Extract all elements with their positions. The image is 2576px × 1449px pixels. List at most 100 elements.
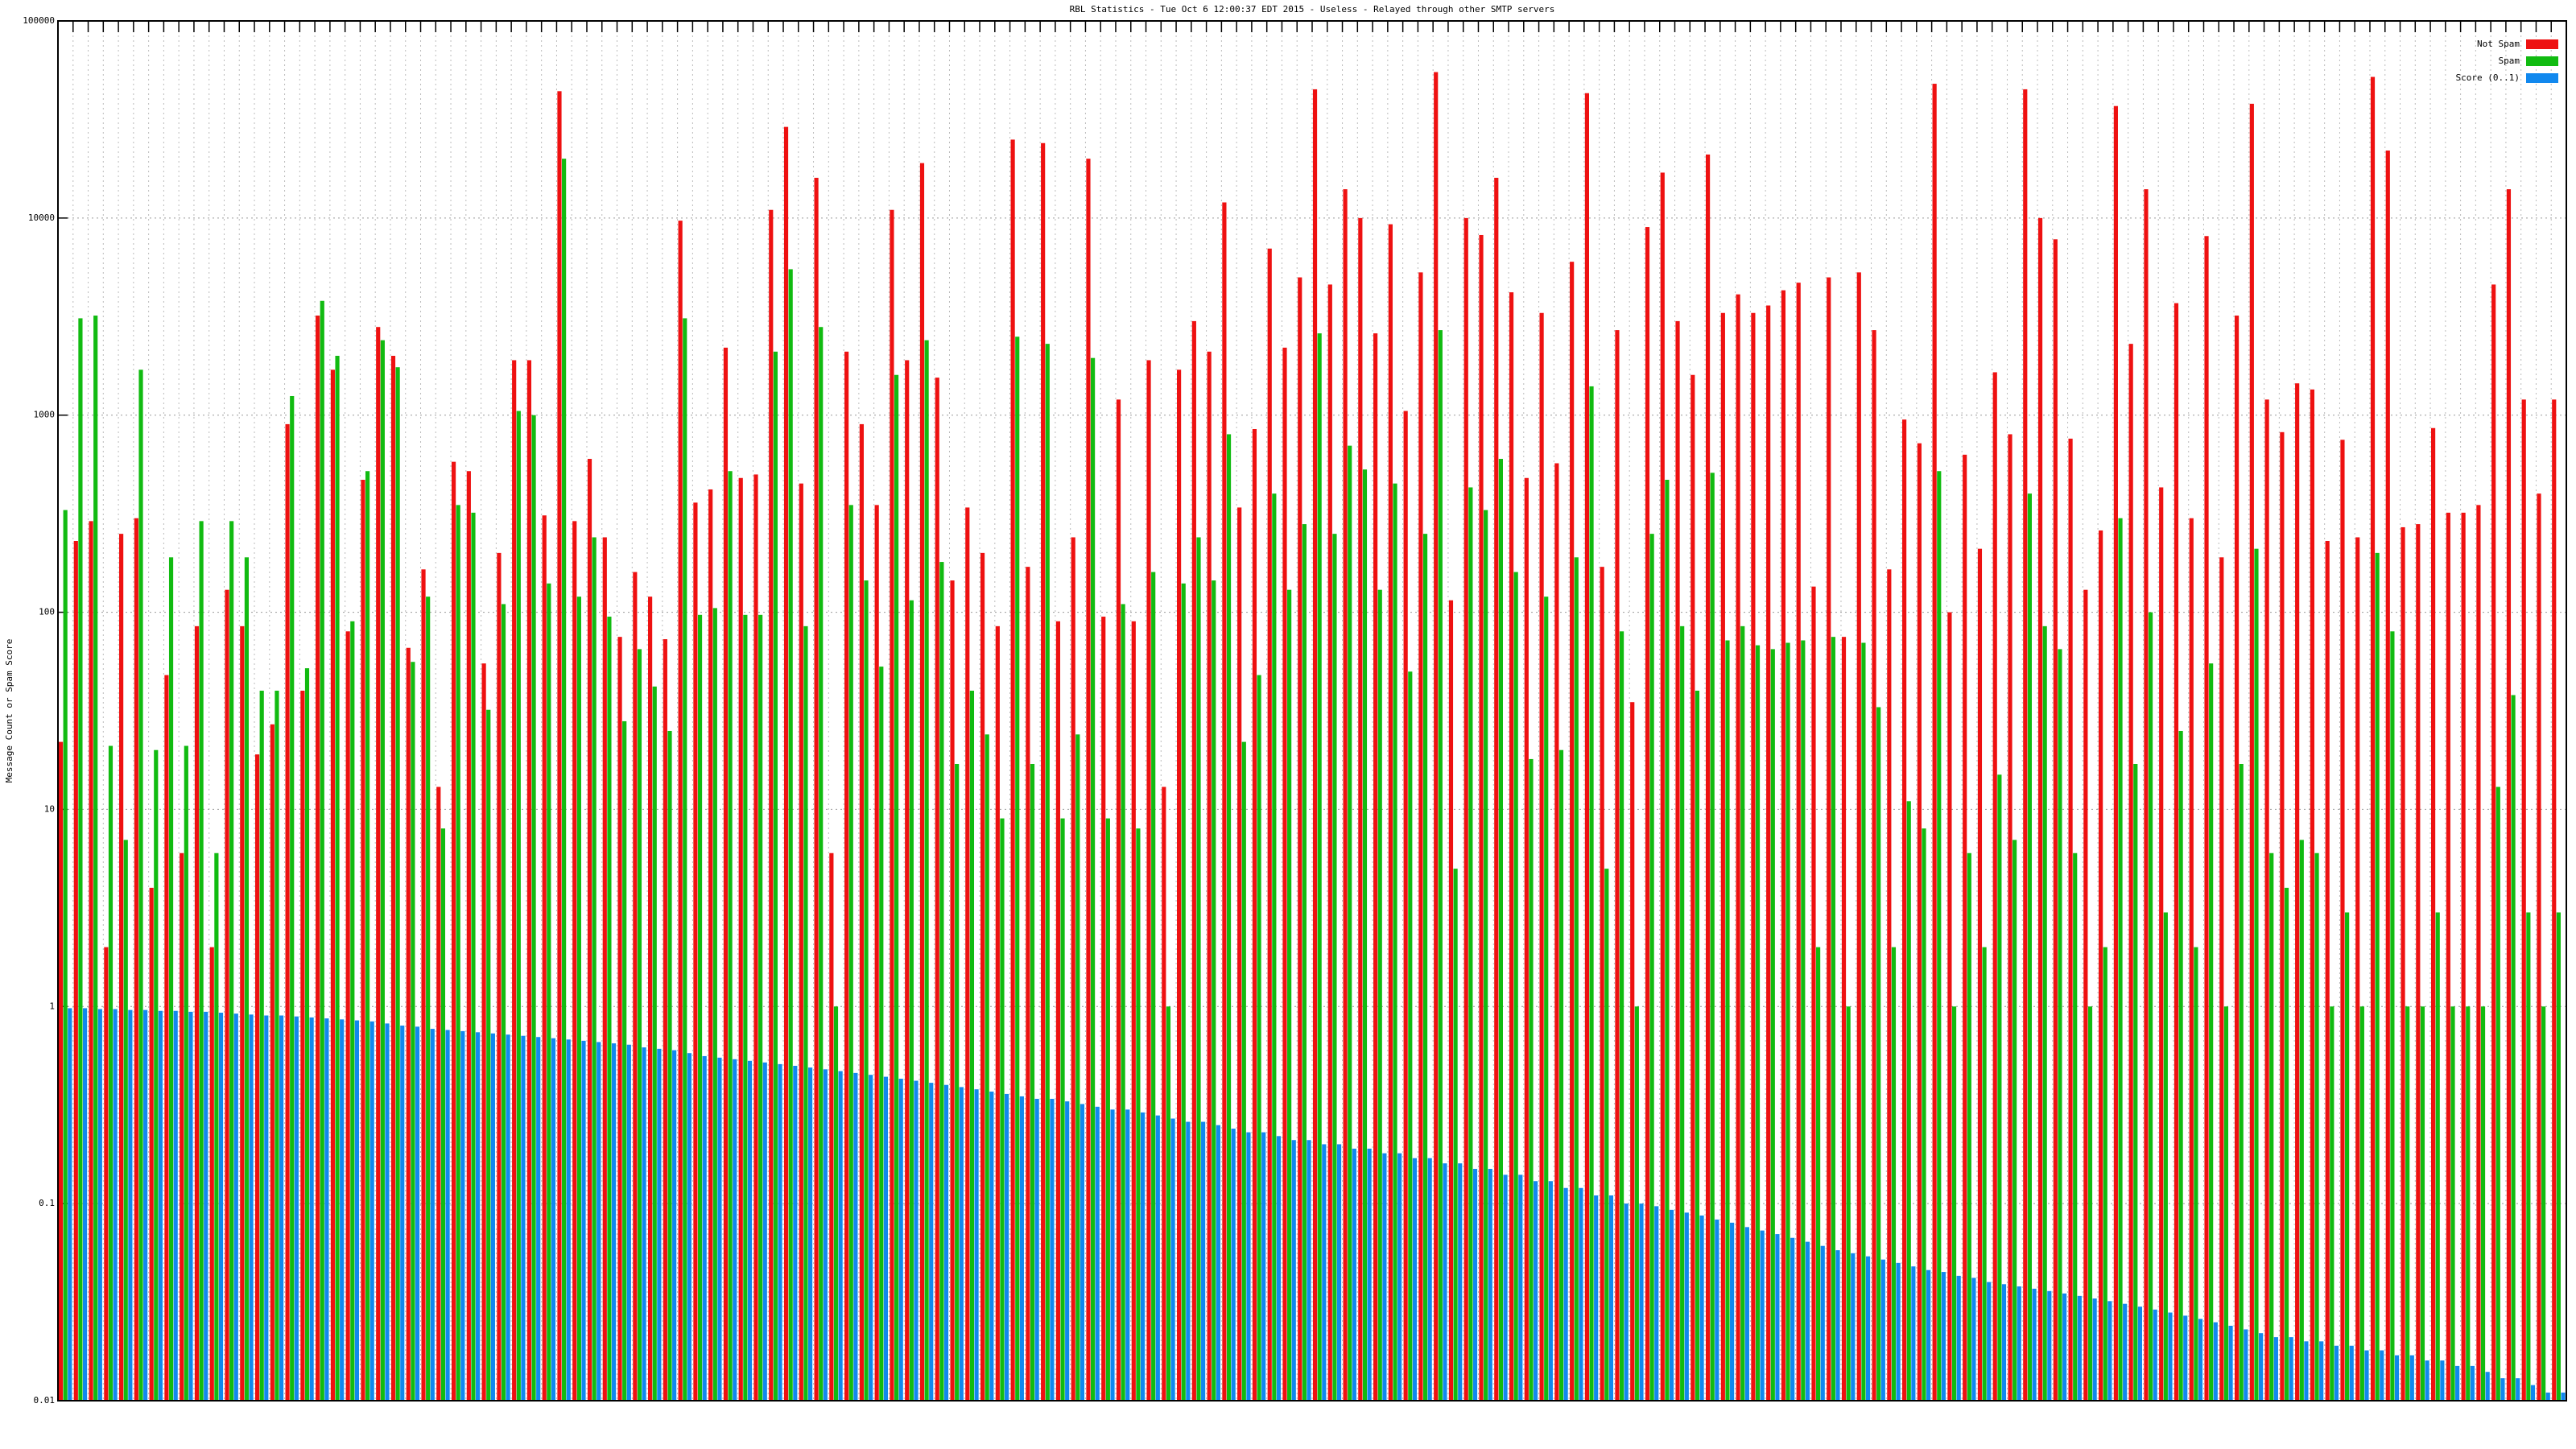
bar (436, 786, 441, 1401)
bar (2537, 493, 2541, 1401)
bar (279, 1015, 284, 1401)
bar (506, 1034, 510, 1401)
bar (622, 720, 627, 1401)
bar (1558, 749, 1564, 1401)
bar (476, 1032, 481, 1401)
bar (1594, 1195, 1599, 1401)
bar (1307, 1140, 1311, 1401)
bar (1922, 828, 1926, 1401)
bar (1373, 333, 1378, 1401)
bar (294, 1016, 299, 1401)
bar (1896, 1262, 1901, 1401)
bar (1162, 786, 1166, 1401)
y-tick-label: 10000 (28, 213, 55, 223)
bar (180, 852, 184, 1401)
bar (264, 1015, 269, 1401)
y-axis-label: Message Count or Spam Score (4, 639, 14, 783)
bar (526, 360, 532, 1401)
bar (1479, 234, 1484, 1401)
bar (2037, 217, 2043, 1401)
bar (2264, 399, 2269, 1402)
bar (1725, 640, 1730, 1401)
bar (2148, 612, 2153, 1401)
bar (2491, 284, 2496, 1401)
bar (1827, 277, 1831, 1401)
bar (2159, 487, 2164, 1401)
bar (93, 316, 98, 1402)
bar (2123, 1303, 2128, 1401)
bar (1434, 72, 1439, 1401)
bar (304, 668, 310, 1401)
bar (385, 1023, 390, 1401)
bar (1282, 347, 1287, 1402)
bar (1570, 262, 1575, 1401)
bar (2470, 1365, 2475, 1401)
bar (1963, 454, 1967, 1401)
bar (158, 1010, 163, 1401)
bar (1412, 1158, 1418, 1401)
bar (1131, 621, 1136, 1401)
bar (2284, 887, 2289, 1401)
bar (330, 369, 335, 1401)
bar (1110, 1109, 1115, 1401)
bar (1967, 852, 1971, 1401)
bar (1695, 691, 1700, 1401)
y-tick-label: 1000 (34, 410, 56, 420)
bar (134, 518, 138, 1401)
bar (1518, 1174, 1523, 1401)
bar (2249, 103, 2254, 1402)
bar (300, 691, 305, 1401)
bar (108, 745, 114, 1401)
bar (1408, 671, 1413, 1401)
bar (2314, 852, 2319, 1401)
bar (361, 480, 365, 1402)
bar (173, 1010, 178, 1401)
bar (637, 649, 642, 1401)
bar (1937, 471, 1942, 1401)
bar (1105, 818, 1110, 1401)
bar (1026, 567, 1030, 1402)
bar (1816, 947, 1821, 1401)
bar (2001, 1284, 2007, 1401)
bar (1529, 758, 1534, 1401)
bar (2273, 1337, 2278, 1401)
bar (1241, 741, 1246, 1401)
bar (1856, 272, 1861, 1402)
bar (2118, 518, 2123, 1401)
bar (1805, 1241, 1810, 1401)
bar (2198, 1319, 2203, 1401)
bar (2128, 344, 2133, 1402)
bar (1080, 1104, 1085, 1401)
bar (1503, 1174, 1508, 1401)
bar (743, 614, 748, 1401)
bar (1231, 1129, 1236, 1401)
bar (1705, 154, 1711, 1401)
bar (1403, 411, 1408, 1402)
bar (199, 521, 204, 1401)
bar (2304, 1341, 2309, 1401)
bar (1116, 399, 1121, 1402)
bar (471, 512, 476, 1401)
bar (1019, 1096, 1024, 1401)
bar (587, 459, 592, 1401)
bar (611, 1043, 617, 1401)
bar (909, 600, 914, 1401)
bar (823, 1069, 828, 1401)
bar (1261, 1132, 1266, 1401)
bar (2375, 552, 2380, 1401)
bar (652, 686, 657, 1401)
bar (2189, 518, 2194, 1401)
bar (531, 415, 536, 1401)
bar (769, 209, 774, 1401)
bar (2092, 1298, 2097, 1401)
bar (1766, 305, 1771, 1401)
bar (1065, 1101, 1070, 1401)
bar (1030, 764, 1035, 1401)
bar (2178, 730, 2183, 1401)
bar (562, 159, 567, 1401)
bar (2259, 1333, 2264, 1401)
bar (959, 1087, 964, 1401)
bar (2401, 526, 2405, 1401)
bar (285, 423, 290, 1401)
